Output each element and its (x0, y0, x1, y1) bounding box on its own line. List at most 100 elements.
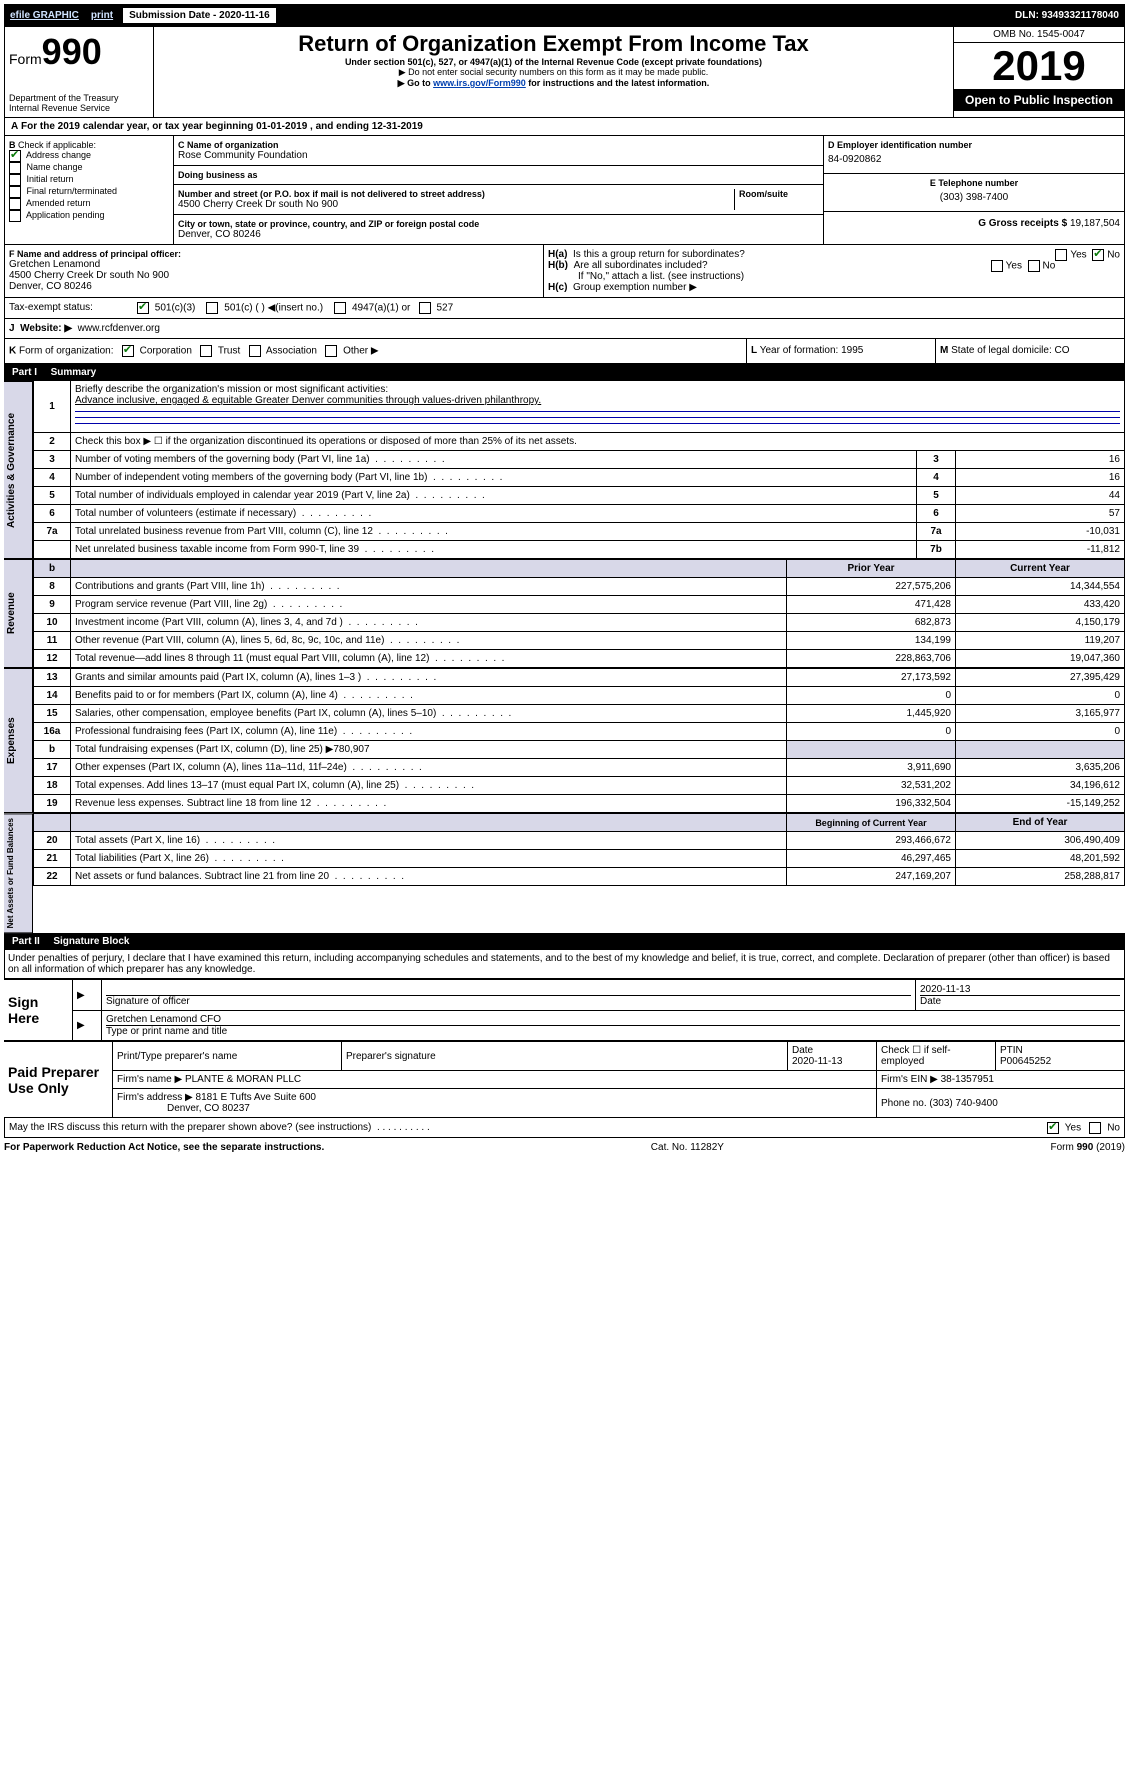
cb-corp[interactable] (122, 345, 134, 357)
prior-year-hdr: Prior Year (787, 560, 956, 578)
city-label: City or town, state or province, country… (178, 219, 819, 229)
paid-preparer-table: Paid Preparer Use Only Print/Type prepar… (4, 1041, 1125, 1118)
b-check-0[interactable] (9, 150, 21, 162)
form-word: Form (9, 51, 42, 67)
tax-exempt-row: Tax-exempt status: 501(c)(3) 501(c) ( ) … (4, 298, 1125, 319)
form-title: Return of Organization Exempt From Incom… (158, 31, 949, 57)
officer-city: Denver, CO 80246 (9, 281, 539, 292)
form-number: 990 (42, 31, 102, 72)
top-bar: efile GRAPHIC print Submission Date - 20… (4, 4, 1125, 26)
cb-trust[interactable] (200, 345, 212, 357)
part2-bar: Part II Signature Block (4, 933, 1125, 950)
section-fh: F Name and address of principal officer:… (4, 245, 1125, 298)
cb-501c3[interactable] (137, 302, 149, 314)
d-label: D Employer identification number (828, 140, 1120, 150)
line2: Check this box ▶ ☐ if the organization d… (71, 433, 1125, 451)
irs-label: Internal Revenue Service (9, 103, 149, 113)
street-address: 4500 Cherry Creek Dr south No 900 (178, 199, 734, 210)
side-na: Net Assets or Fund Balances (4, 813, 33, 933)
firm-addr: 8181 E Tufts Ave Suite 600 (196, 1092, 316, 1103)
bocy-hdr: Beginning of Current Year (787, 814, 956, 832)
cb-4947[interactable] (334, 302, 346, 314)
year-formation: 1995 (841, 345, 863, 356)
officer-name: Gretchen Lenamond (9, 259, 539, 270)
netassets-section: Net Assets or Fund Balances Beginning of… (4, 813, 1125, 933)
b-check-4[interactable] (9, 198, 21, 210)
efile-link[interactable]: efile GRAPHIC (4, 10, 85, 21)
g-label: G Gross receipts $ (978, 218, 1067, 229)
line-klm: K Form of organization: Corporation Trus… (4, 339, 1125, 364)
instructions-link[interactable]: www.irs.gov/Form990 (433, 78, 526, 88)
f-label: F Name and address of principal officer: (9, 249, 539, 259)
h-note: If "No," attach a list. (see instruction… (548, 271, 1120, 282)
side-rev: Revenue (4, 559, 33, 668)
ein: 84-0920862 (828, 150, 1120, 169)
print-link[interactable]: print (85, 10, 119, 21)
sign-here: Sign Here (4, 980, 73, 1041)
hb-no[interactable] (1028, 260, 1040, 272)
gross-receipts: 19,187,504 (1070, 218, 1120, 229)
omb-number: OMB No. 1545-0047 (954, 27, 1124, 43)
prep-date: 2020-11-13 (792, 1056, 842, 1067)
pra-notice: For Paperwork Reduction Act Notice, see … (4, 1142, 324, 1153)
b-check-5[interactable] (9, 210, 21, 222)
subtitle-3b: for instructions and the latest informat… (526, 78, 710, 88)
org-name: Rose Community Foundation (178, 150, 819, 161)
b-check-2[interactable] (9, 174, 21, 186)
subtitle-1: Under section 501(c), 527, or 4947(a)(1)… (158, 57, 949, 67)
hb-yes[interactable] (991, 260, 1003, 272)
b-check-1[interactable] (9, 162, 21, 174)
ha-no[interactable] (1092, 249, 1104, 261)
line1-label: Briefly describe the organization's miss… (75, 384, 388, 395)
cb-other[interactable] (325, 345, 337, 357)
cb-527[interactable] (419, 302, 431, 314)
expenses-section: Expenses 13Grants and similar amounts pa… (4, 668, 1125, 813)
discuss-row: May the IRS discuss this return with the… (4, 1118, 1125, 1138)
e-label: E Telephone number (828, 178, 1120, 188)
firm-city: Denver, CO 80237 (167, 1103, 250, 1114)
subtitle-2: ▶ Do not enter social security numbers o… (158, 67, 949, 78)
dba-label: Doing business as (178, 170, 819, 180)
side-ag: Activities & Governance (4, 381, 33, 559)
cat-no: Cat. No. 11282Y (651, 1142, 724, 1153)
officer-addr: 4500 Cherry Creek Dr south No 900 (9, 270, 539, 281)
cb-501c[interactable] (206, 302, 218, 314)
firm-name: PLANTE & MORAN PLLC (185, 1074, 301, 1085)
form-header: Form990 Department of the Treasury Inter… (4, 26, 1125, 118)
hc-text: Group exemption number ▶ (573, 282, 697, 293)
taxexempt-label: Tax-exempt status: (5, 298, 133, 318)
cb-assoc[interactable] (249, 345, 261, 357)
side-exp: Expenses (4, 668, 33, 813)
typed-name: Gretchen Lenamond CFO (106, 1014, 1120, 1026)
phone: (303) 398-7400 (828, 188, 1120, 207)
firm-ein: 38-1357951 (941, 1074, 994, 1085)
declaration: Under penalties of perjury, I declare th… (4, 950, 1125, 979)
dln: DLN: 93493321178040 (1015, 10, 1125, 21)
activities-governance: Activities & Governance 1 Briefly descri… (4, 381, 1125, 559)
paid-preparer: Paid Preparer Use Only (4, 1042, 113, 1118)
legal-domicile: CO (1055, 345, 1070, 356)
discuss-yes[interactable] (1047, 1122, 1059, 1134)
discuss-no[interactable] (1089, 1122, 1101, 1134)
part1-bar: Part I Summary (4, 364, 1125, 381)
hb-text: Are all subordinates included? (574, 260, 708, 271)
tax-year: 2019 (954, 43, 1124, 89)
current-year-hdr: Current Year (956, 560, 1125, 578)
c-name-label: C Name of organization (178, 140, 819, 150)
open-public: Open to Public Inspection (954, 89, 1124, 111)
mission: Advance inclusive, engaged & equitable G… (75, 395, 541, 406)
form-footer: Form 990 (2019) (1051, 1142, 1125, 1153)
footer: For Paperwork Reduction Act Notice, see … (4, 1138, 1125, 1157)
eoy-hdr: End of Year (956, 814, 1125, 832)
website: www.rcfdenver.org (78, 323, 160, 334)
subtitle-3a: ▶ Go to (398, 78, 433, 88)
submission-date: Submission Date - 2020-11-16 (123, 8, 276, 23)
ha-yes[interactable] (1055, 249, 1067, 261)
revenue-section: Revenue bPrior YearCurrent Year 8Contrib… (4, 559, 1125, 668)
sig-officer-label: Signature of officer (106, 996, 190, 1007)
line-j: J Website: ▶ www.rcfdenver.org (4, 319, 1125, 339)
b-check-3[interactable] (9, 186, 21, 198)
city-value: Denver, CO 80246 (178, 229, 819, 240)
room-label: Room/suite (734, 189, 819, 210)
b-label: Check if applicable: (18, 140, 96, 150)
